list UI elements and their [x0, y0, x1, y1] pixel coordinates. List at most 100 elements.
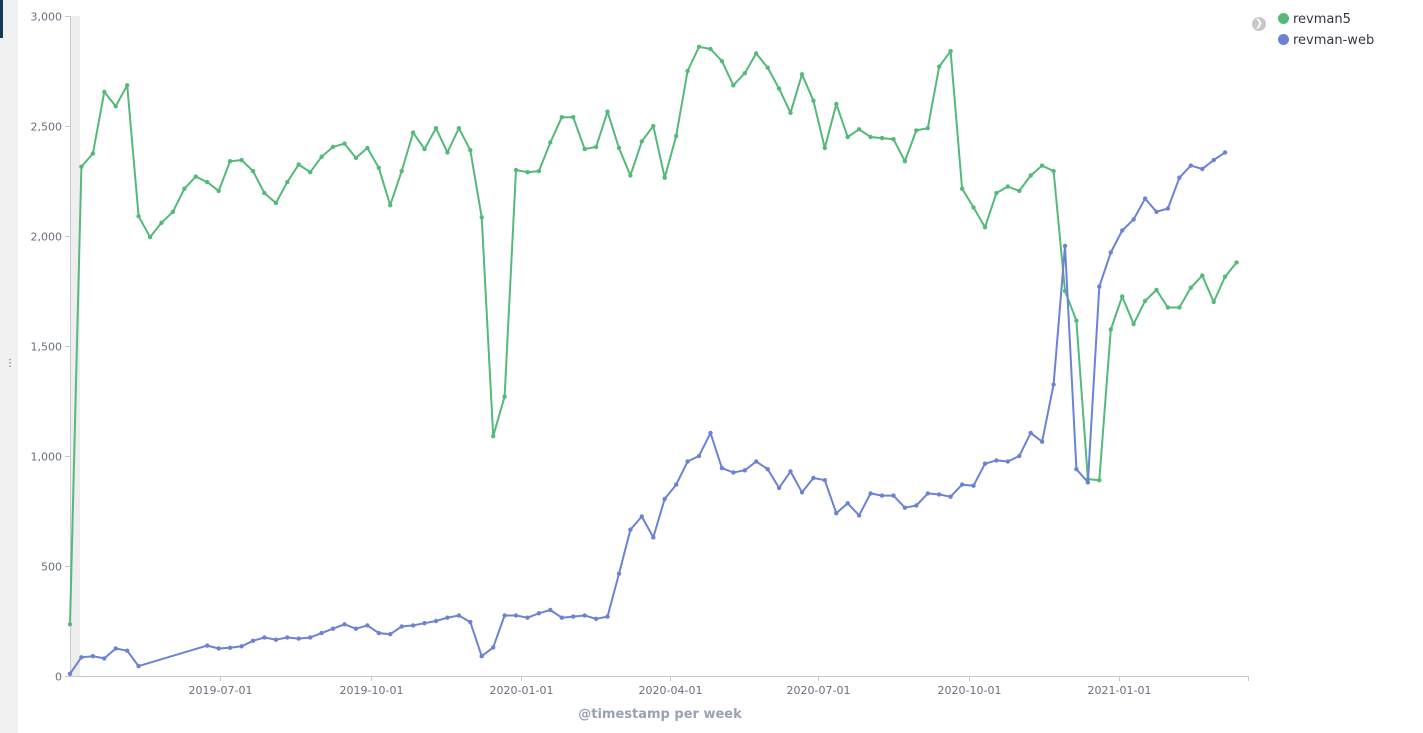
data-point-revman-web: [776, 485, 782, 491]
y-tick-label: 500: [41, 561, 62, 574]
data-point-revman5: [308, 170, 313, 175]
data-point-revman5: [685, 68, 690, 74]
data-point-revman-web: [1051, 382, 1056, 387]
data-point-revman5: [662, 175, 667, 180]
data-point-revman5: [1154, 287, 1159, 293]
data-point-revman-web: [365, 623, 370, 628]
data-point-revman-web: [125, 648, 130, 653]
data-point-revman5: [113, 104, 118, 109]
data-point-revman5: [582, 146, 587, 152]
data-point-revman5: [182, 186, 187, 191]
data-point-revman-web: [1154, 209, 1159, 214]
data-point-revman-web: [227, 645, 233, 650]
data-point-revman-web: [811, 475, 816, 481]
data-point-revman-web: [948, 494, 953, 499]
data-point-revman5: [330, 144, 336, 150]
y-tick-label: 3,000: [31, 11, 63, 24]
data-point-revman5: [125, 83, 130, 88]
data-point-revman-web: [353, 626, 359, 631]
data-point-revman-web: [342, 622, 347, 627]
data-point-revman-web: [79, 655, 84, 660]
data-point-revman-web: [1039, 439, 1045, 444]
data-point-revman-web: [330, 626, 336, 631]
chevron-right-icon[interactable]: ❯: [1252, 17, 1266, 31]
data-point-revman5: [1108, 327, 1114, 332]
data-point-revman-web: [754, 459, 759, 464]
data-point-revman-web: [925, 491, 930, 496]
data-point-revman-web: [445, 615, 450, 620]
y-tick-label: 2,500: [31, 121, 63, 134]
data-point-revman-web: [388, 632, 393, 637]
data-point-revman5: [513, 167, 519, 173]
data-point-revman5: [548, 140, 553, 145]
data-point-revman-web: [1131, 217, 1136, 222]
data-point-revman5: [1200, 273, 1205, 278]
data-point-revman-web: [1085, 480, 1091, 485]
data-point-revman-web: [891, 493, 896, 498]
data-point-revman-web: [1222, 150, 1228, 155]
data-point-revman5: [479, 215, 484, 220]
data-point-revman5: [159, 220, 164, 225]
data-point-revman5: [1028, 173, 1033, 178]
series-lines: [67, 44, 1239, 676]
y-tick-label: 0: [55, 671, 62, 684]
data-point-revman-web: [628, 527, 633, 532]
data-point-revman-web: [1211, 157, 1216, 163]
data-point-revman-web: [1188, 163, 1194, 168]
data-point-revman5: [902, 159, 908, 164]
data-point-revman5: [651, 123, 656, 129]
x-tick-label: 2019-10-01: [340, 684, 404, 697]
data-point-revman-web: [856, 513, 862, 518]
x-axis-title: @timestamp per week: [578, 707, 742, 722]
data-point-revman-web: [559, 615, 564, 620]
data-point-revman5: [193, 174, 198, 179]
data-point-revman-web: [674, 482, 679, 487]
data-point-revman5: [102, 89, 107, 95]
data-point-revman5: [1222, 274, 1228, 279]
data-point-revman-web: [1142, 196, 1148, 201]
x-tick-label: 2020-04-01: [639, 684, 703, 697]
brush-selection[interactable]: [70, 16, 80, 676]
data-point-revman5: [948, 49, 953, 54]
data-point-revman-web: [1074, 467, 1079, 472]
data-point-revman-web: [696, 453, 702, 459]
data-point-revman-web: [136, 663, 141, 669]
data-point-revman-web: [651, 535, 656, 540]
data-point-revman5: [845, 134, 850, 140]
data-point-revman-web: [422, 621, 427, 626]
data-point-revman5: [742, 71, 747, 76]
data-point-revman-web: [250, 638, 256, 643]
data-point-revman-web: [479, 654, 484, 659]
data-point-revman5: [422, 146, 427, 152]
data-point-revman5: [388, 203, 393, 208]
data-point-revman5: [296, 162, 301, 167]
data-point-revman-web: [1200, 166, 1205, 172]
data-point-revman-web: [239, 644, 244, 649]
data-point-revman5: [147, 234, 153, 240]
data-point-revman5: [1131, 321, 1136, 327]
data-point-revman-web: [788, 469, 793, 474]
data-point-revman5: [731, 83, 736, 88]
legend-item-revman5[interactable]: revman5: [1278, 12, 1351, 27]
data-point-revman5: [776, 86, 782, 91]
side-panel-strip: [0, 0, 18, 733]
data-point-revman5: [1097, 478, 1102, 483]
resize-handle-icon[interactable]: ⋮: [5, 358, 15, 369]
data-point-revman5: [765, 65, 770, 70]
data-point-revman5: [273, 200, 279, 206]
data-point-revman5: [491, 434, 496, 439]
data-point-revman5: [868, 134, 873, 140]
data-point-revman5: [239, 157, 244, 163]
data-point-revman-web: [376, 630, 381, 636]
data-point-revman-web: [708, 430, 713, 436]
data-point-revman5: [1074, 318, 1079, 323]
data-point-revman5: [445, 150, 450, 155]
legend-item-revman-web[interactable]: revman-web: [1278, 33, 1374, 48]
data-point-revman-web: [879, 493, 885, 498]
data-point-revman-web: [994, 458, 999, 463]
data-point-revman-web: [399, 624, 404, 629]
data-point-revman5: [799, 72, 805, 77]
legend-swatch: [1278, 34, 1289, 45]
data-point-revman-web: [1017, 453, 1022, 459]
legend-label: revman5: [1293, 12, 1351, 27]
